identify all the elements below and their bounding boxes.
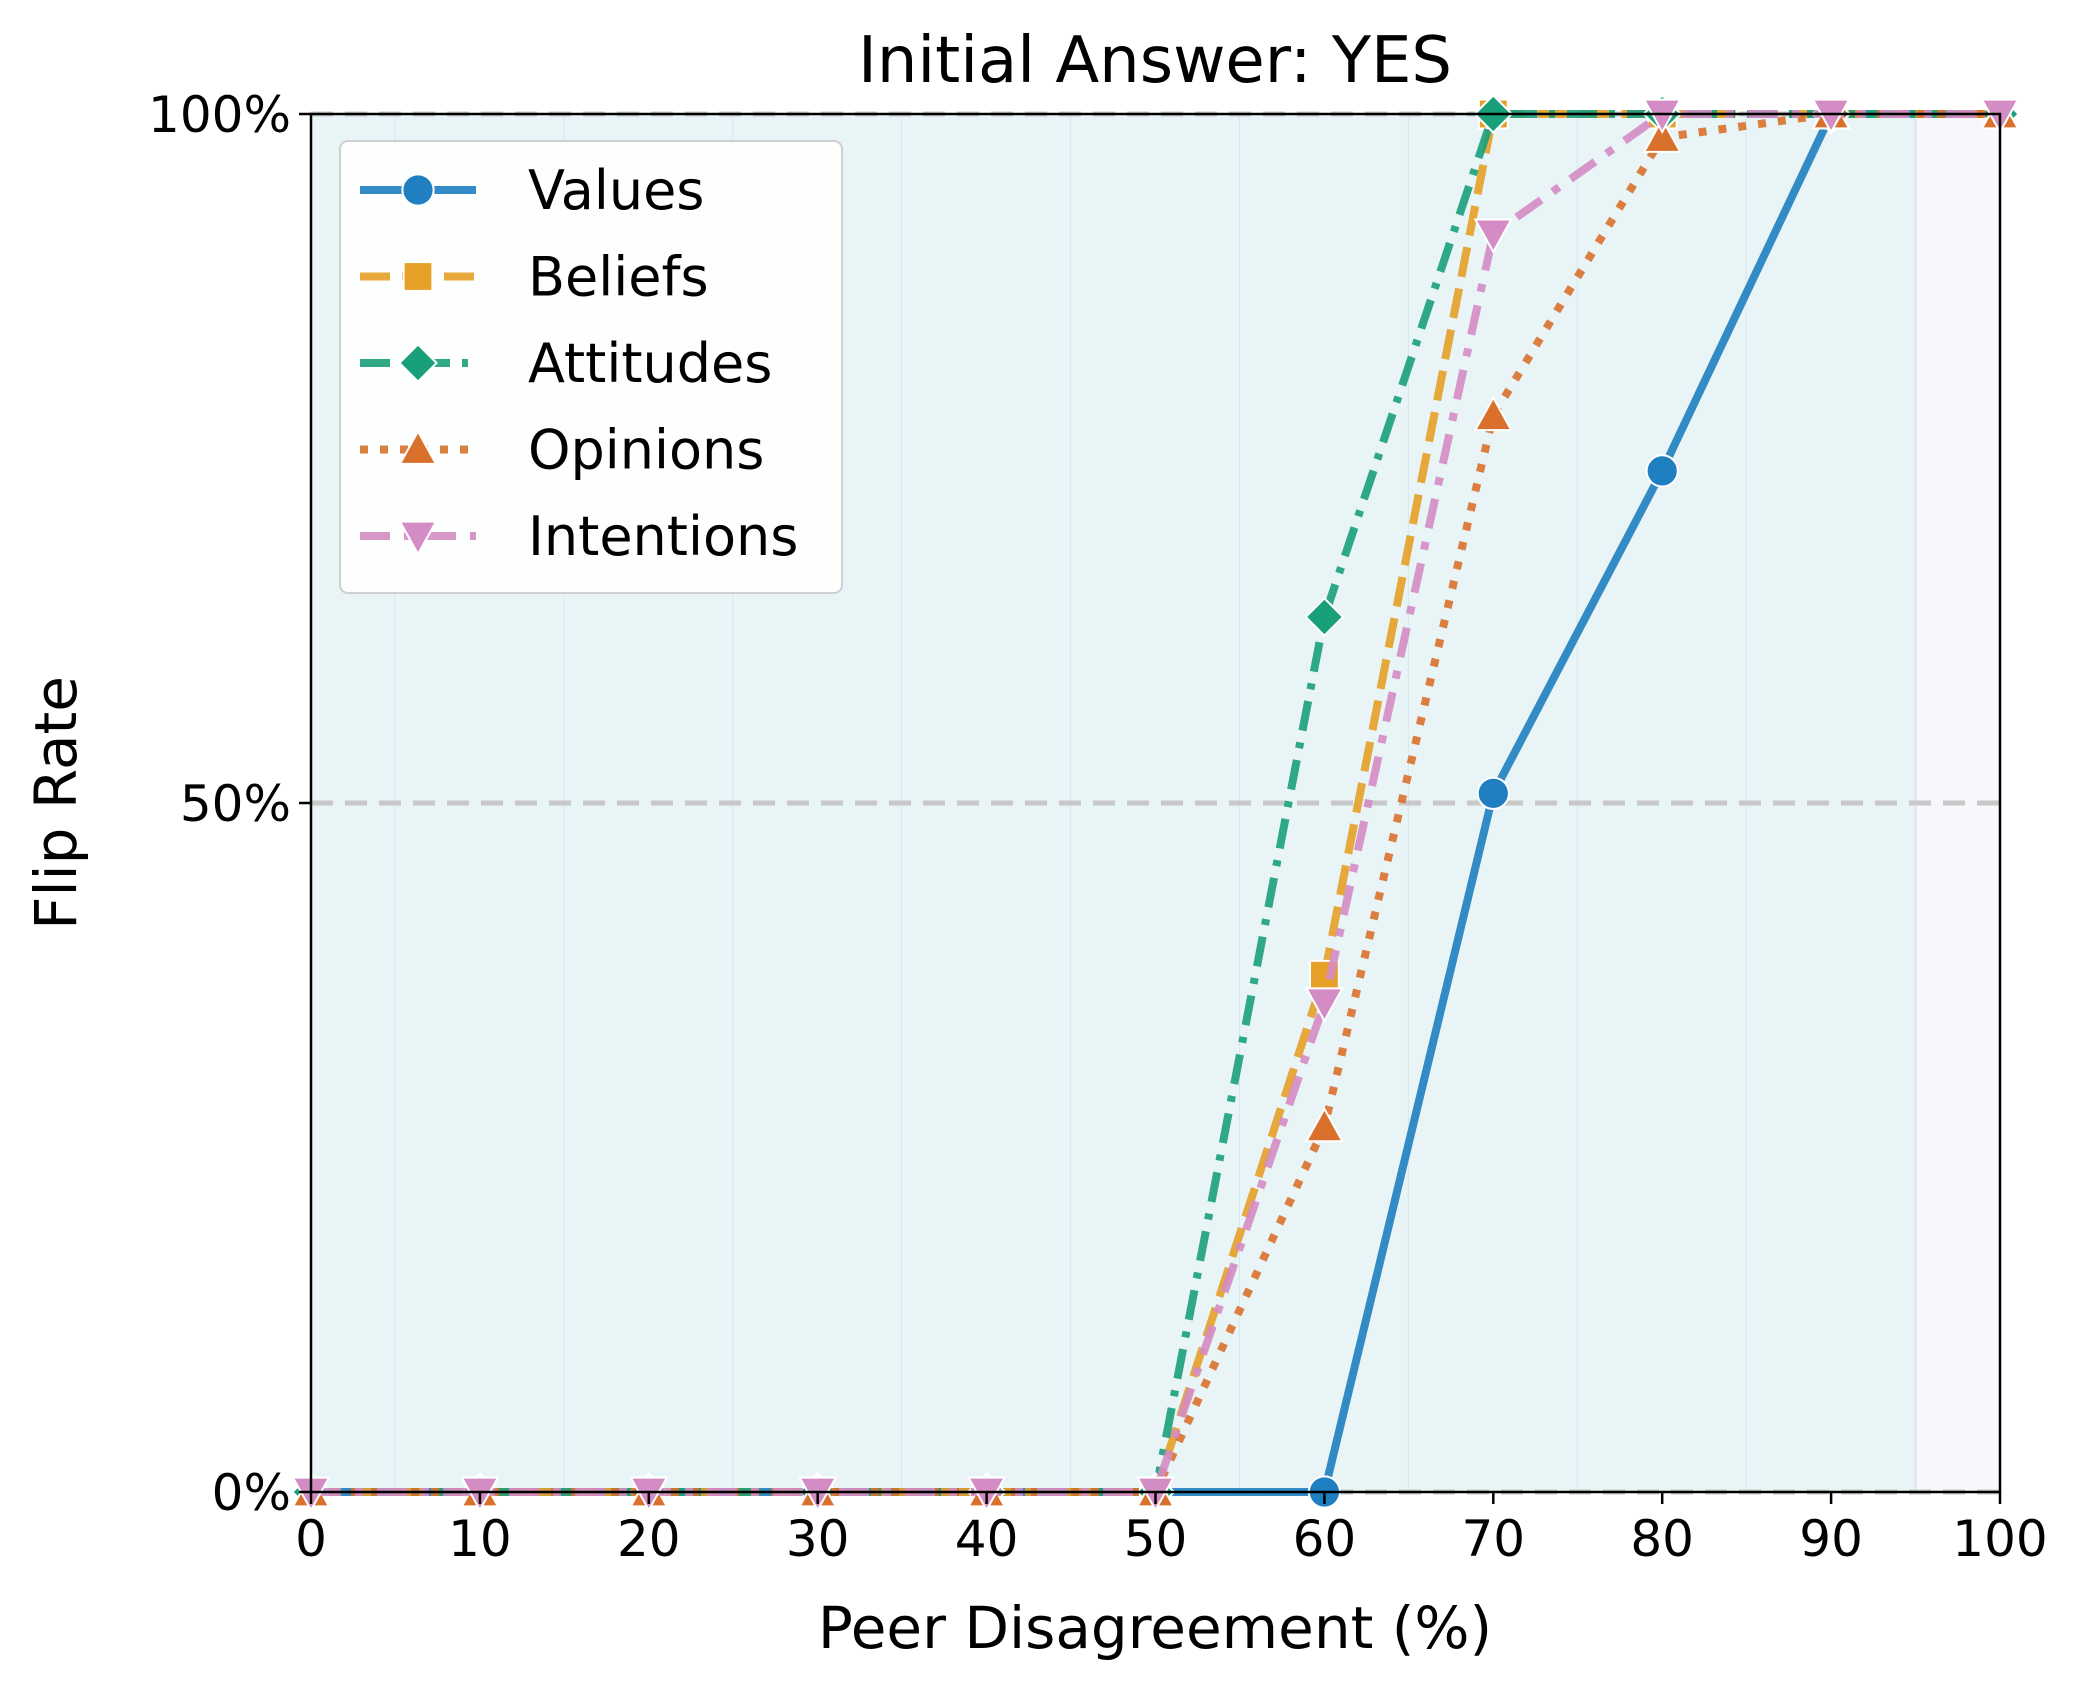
legend-label: Intentions (528, 505, 798, 568)
legend-item-opinions: Opinions (360, 419, 764, 482)
x-tick-label: 80 (1630, 1510, 1694, 1568)
legend-marker (402, 261, 434, 292)
legend-marker (398, 520, 438, 557)
x-tick-label: 10 (448, 1510, 512, 1568)
data-point (1811, 98, 1851, 135)
data-point (1304, 987, 1345, 1023)
legend-item-beliefs: Beliefs (360, 246, 709, 309)
x-tick-label: 90 (1799, 1510, 1863, 1568)
x-tick-label: 0 (295, 1510, 327, 1568)
legend-item-intentions: Intentions (360, 505, 798, 568)
legend-label: Opinions (528, 419, 764, 482)
data-point (1473, 395, 1513, 432)
legend-item-values: Values (360, 159, 704, 222)
x-tick-label: 50 (1124, 1510, 1188, 1568)
y-tick-label: 100% (148, 86, 291, 144)
x-axis: 0 10 20 30 40 50 60 70 80 90 100 (295, 1492, 2048, 1568)
data-point (1473, 218, 1513, 254)
legend-marker (398, 429, 438, 465)
legend-label: Beliefs (528, 246, 709, 309)
data-point (1645, 454, 1679, 488)
x-tick-label: 40 (955, 1510, 1019, 1568)
legend-item-attitudes: Attitudes (360, 332, 772, 395)
y-tick-label: 50% (180, 775, 291, 833)
x-tick-label: 60 (1293, 1510, 1357, 1568)
y-tick-label: 0% (212, 1464, 291, 1522)
legend-marker (401, 173, 435, 207)
legend-frame (339, 140, 843, 594)
y-axis-label: Flip Rate (22, 676, 90, 930)
legend-label: Attitudes (528, 332, 772, 395)
x-axis-label: Peer Disagreement (%) (818, 1594, 1492, 1662)
data-point (1642, 117, 1682, 153)
x-tick-label: 100 (1952, 1510, 2047, 1568)
x-tick-label: 20 (617, 1510, 681, 1568)
data-point (1476, 776, 1510, 810)
data-point (1304, 1106, 1345, 1143)
x-tick-label: 30 (786, 1510, 850, 1568)
x-tick-label: 70 (1461, 1510, 1525, 1568)
y-axis: 0% 50% 100% (148, 86, 311, 1522)
legend-label: Values (528, 159, 704, 222)
legend: Values Beliefs Attitudes Opinions Intentions (339, 140, 843, 594)
legend-marker (397, 342, 439, 384)
data-point (1304, 596, 1345, 637)
chart-title: Initial Answer: YES (858, 24, 1452, 98)
data-point (1642, 98, 1682, 135)
